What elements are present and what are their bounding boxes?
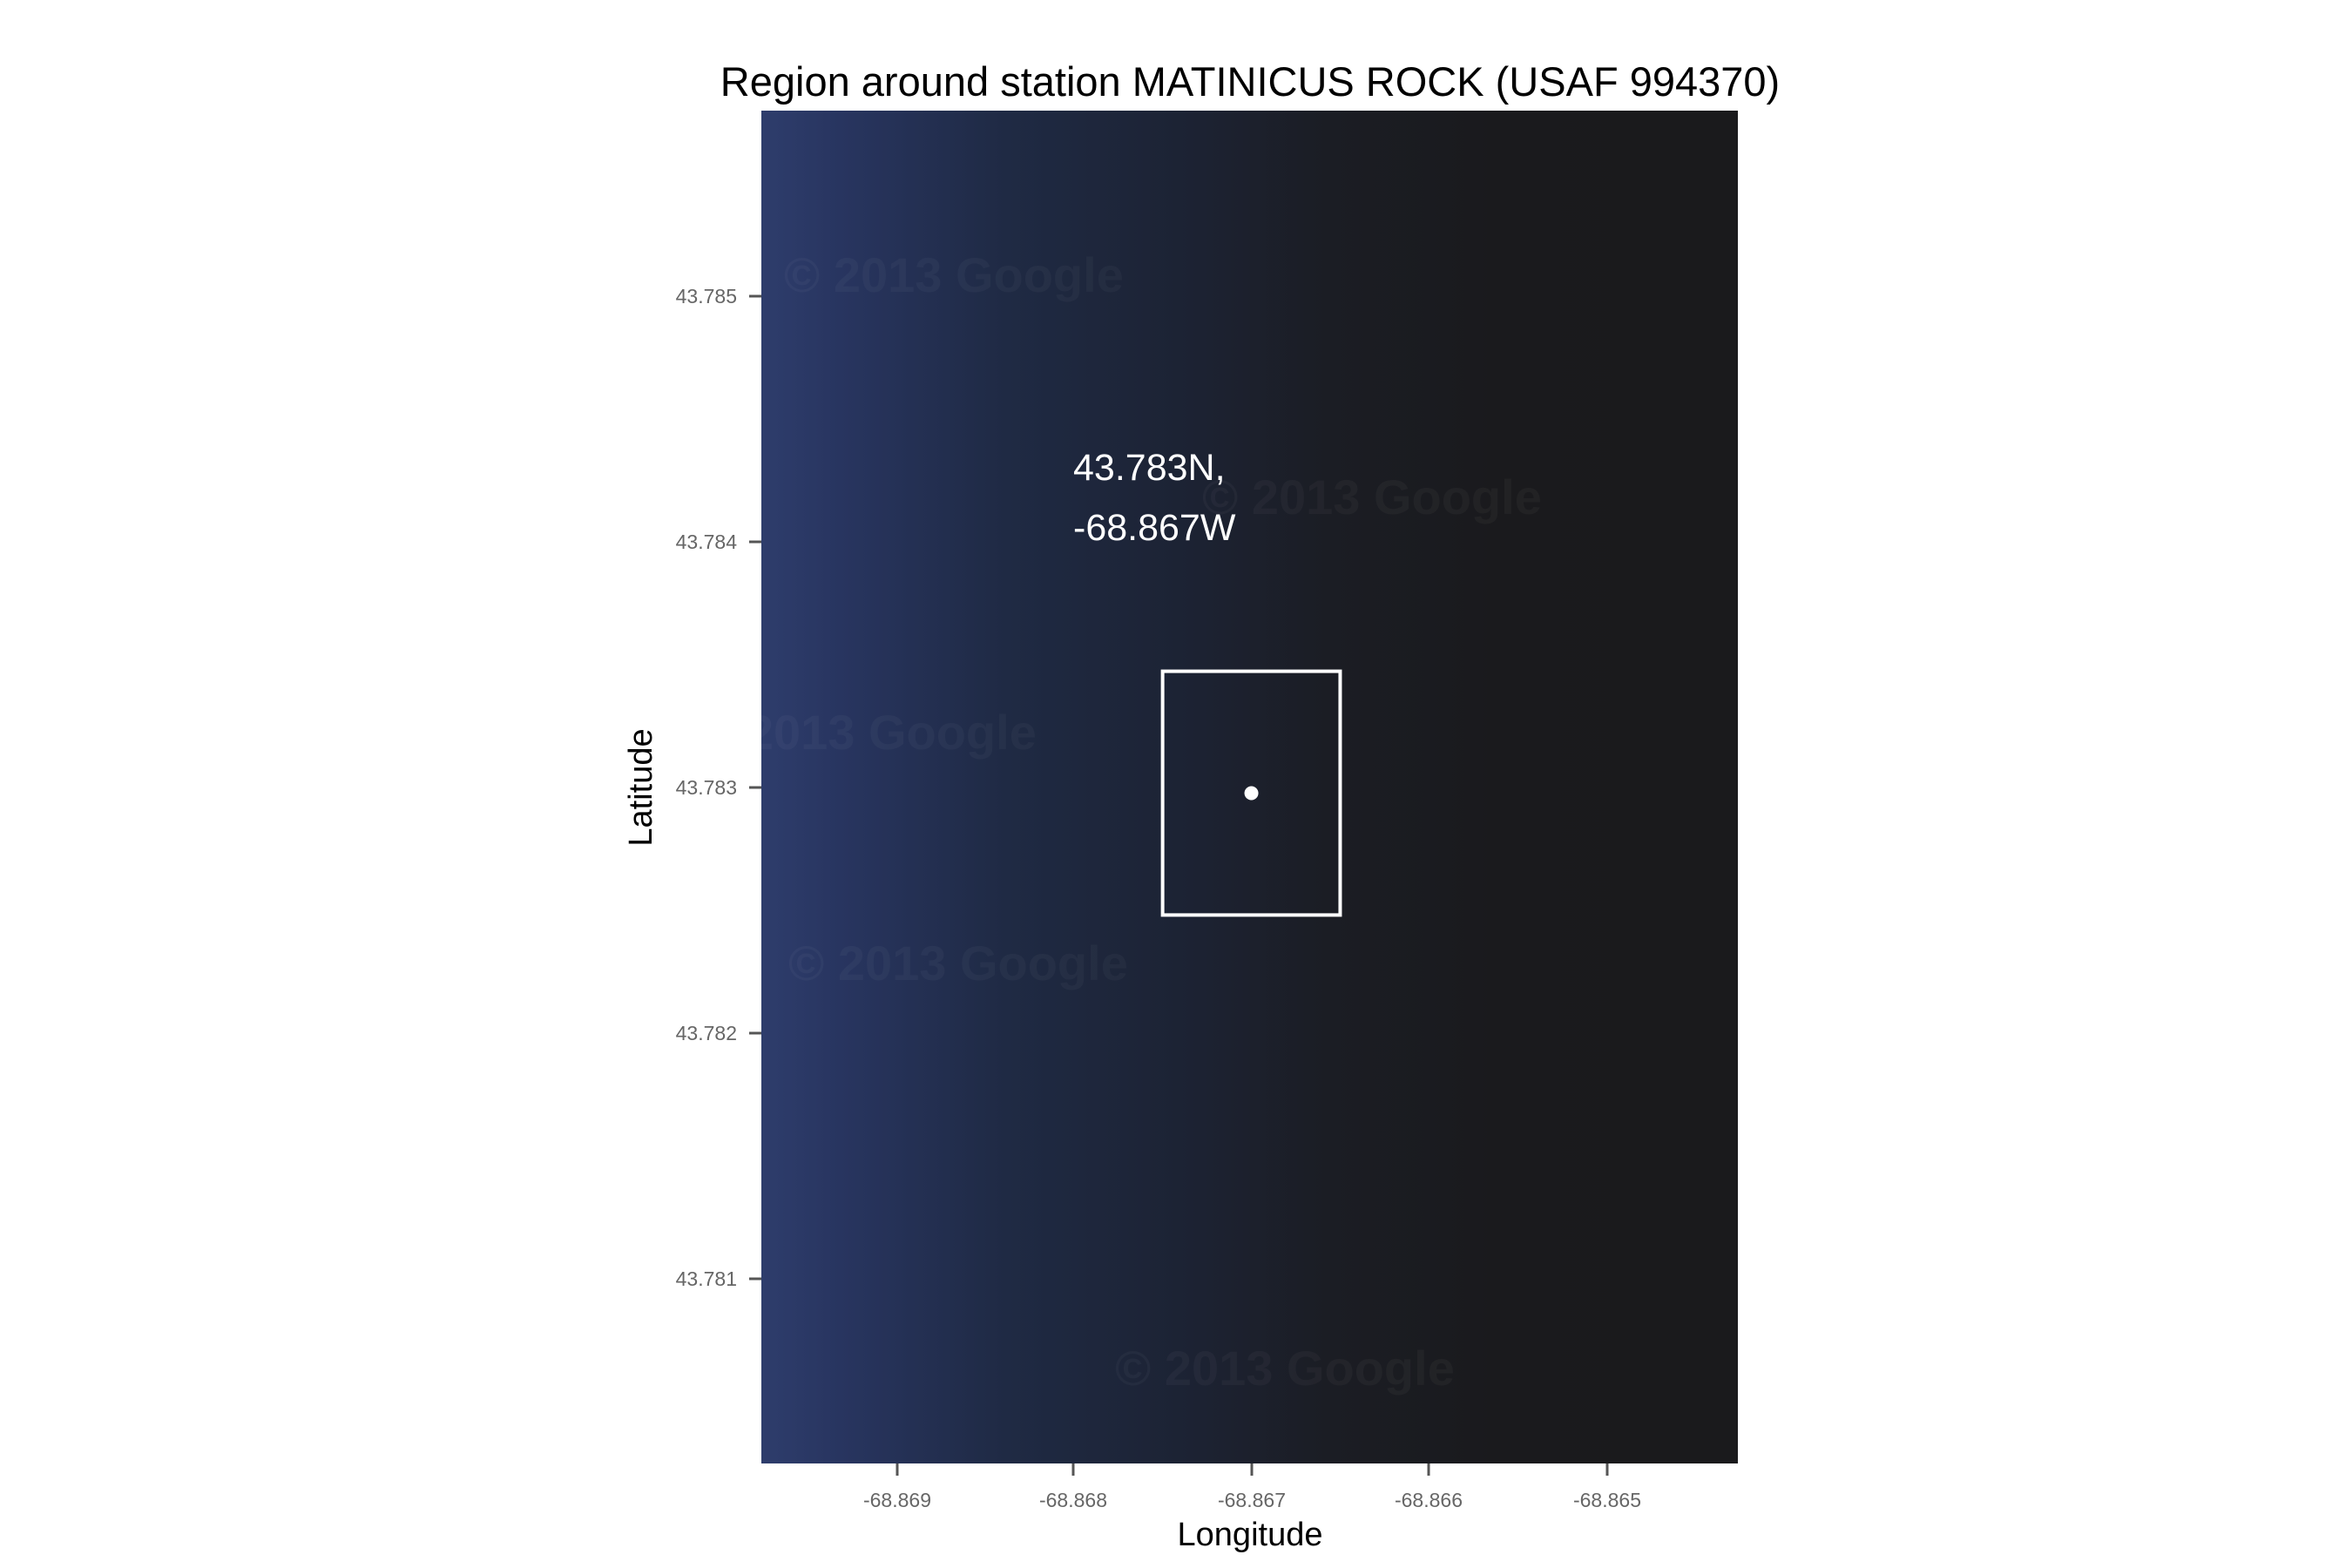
- x-tick-label: -68.866: [1395, 1489, 1463, 1511]
- x-tick-label: -68.869: [863, 1489, 931, 1511]
- y-axis-title: Latitude: [623, 728, 659, 846]
- y-axis: 43.785 43.784 43.783 43.782 43.781 Latit…: [623, 285, 761, 1290]
- y-tick-label: 43.783: [676, 776, 737, 799]
- basemap-panel: © 2013 Google © 2013 Google © 2013 Googl…: [697, 111, 1738, 1463]
- y-tick-label: 43.784: [676, 531, 738, 553]
- station-marker[interactable]: [1244, 786, 1259, 801]
- coordinate-label-lon: -68.867W: [1073, 507, 1236, 549]
- station-bounding-box: [1160, 669, 1342, 917]
- y-tick-label: 43.785: [676, 285, 737, 308]
- x-tick-label: -68.868: [1039, 1489, 1107, 1511]
- y-tick-label: 43.781: [676, 1267, 737, 1290]
- x-tick-label: -68.867: [1218, 1489, 1286, 1511]
- map-title: Region around station MATINICUS ROCK (US…: [720, 58, 1780, 105]
- y-tick-label: 43.782: [676, 1022, 737, 1044]
- x-tick-label: -68.865: [1573, 1489, 1641, 1511]
- basemap-watermark: © 2013 Google: [1115, 1341, 1455, 1396]
- basemap-watermark: © 2013 Google: [1202, 470, 1542, 524]
- coordinate-label-lat: 43.783N,: [1073, 447, 1226, 489]
- x-axis: -68.869 -68.868 -68.867 -68.866 -68.865 …: [863, 1463, 1641, 1553]
- basemap-watermark: © 2013 Google: [697, 705, 1037, 760]
- basemap-watermark: © 2013 Google: [784, 247, 1124, 302]
- x-axis-title: Longitude: [1178, 1517, 1323, 1553]
- basemap-watermark: © 2013 Google: [788, 936, 1128, 990]
